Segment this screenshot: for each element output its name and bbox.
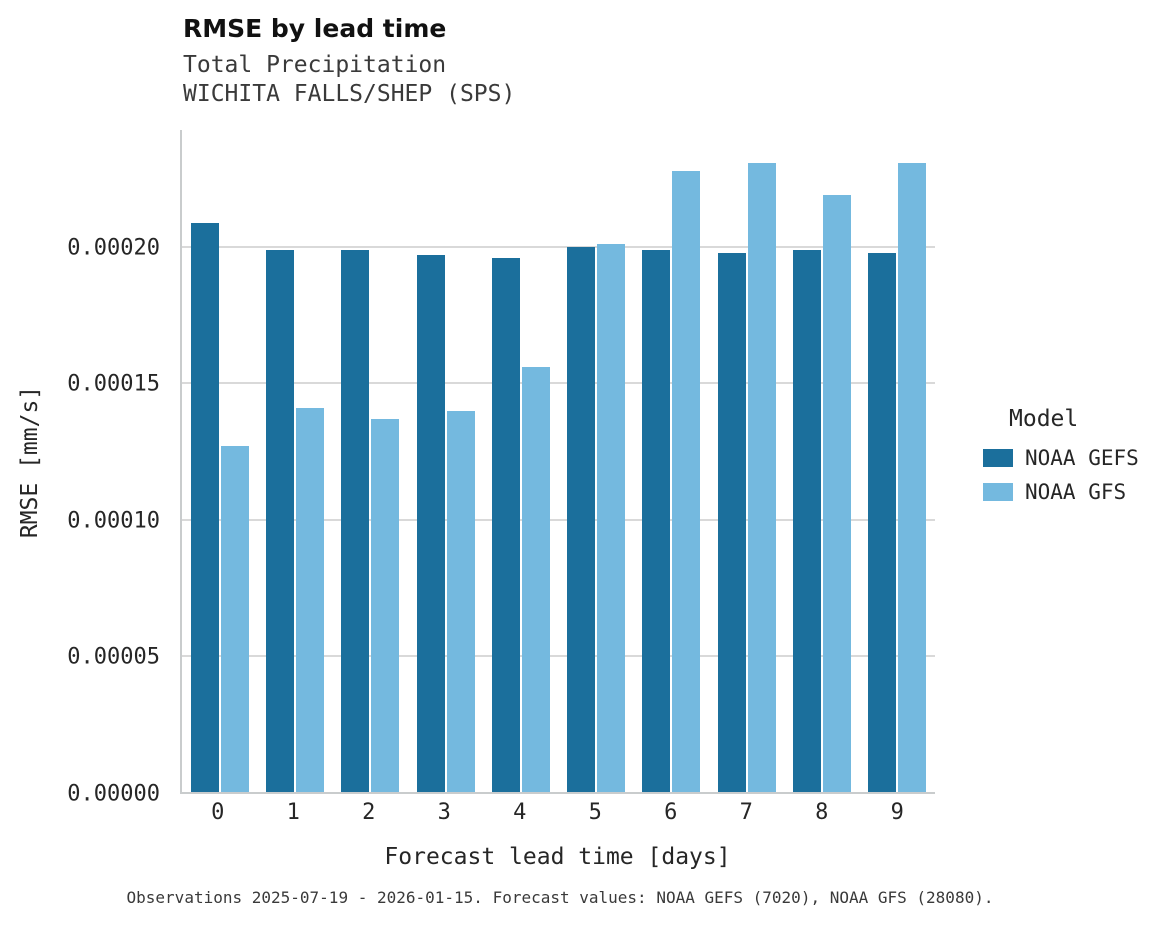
gridline: [182, 246, 935, 249]
bar-noaa-gefs-day-8: [793, 249, 822, 792]
bar-noaa-gefs-day-6: [642, 249, 671, 792]
x-tick-label: 2: [362, 800, 376, 825]
legend-label-noaa-gfs: NOAA GFS: [1025, 480, 1127, 504]
x-tick-label: 7: [739, 800, 753, 825]
bar-noaa-gfs-day-8: [823, 195, 852, 792]
legend-swatch-noaa-gefs: [983, 449, 1013, 467]
bar-group-day-5: [558, 130, 633, 792]
bar-noaa-gefs-day-2: [341, 249, 370, 792]
bar-noaa-gefs-day-1: [265, 249, 294, 792]
legend-swatch-noaa-gfs: [983, 483, 1013, 501]
chart-subtitle-variable: Total Precipitation: [183, 52, 447, 78]
gridline: [182, 382, 935, 385]
y-tick-label: 0.00005: [67, 644, 160, 670]
bar-noaa-gefs-day-7: [717, 252, 746, 792]
bar-group-day-7: [709, 130, 784, 792]
chart-header: RMSE by lead time Total Precipitation WI…: [183, 14, 515, 109]
x-tick-label: 6: [664, 800, 678, 825]
legend-entry-noaa-gefs: NOAA GEFS: [983, 446, 1139, 470]
bar-noaa-gfs-day-6: [672, 170, 701, 792]
x-tick-label: 4: [513, 800, 527, 825]
bar-noaa-gfs-day-9: [898, 162, 927, 792]
bar-noaa-gfs-day-7: [747, 162, 776, 792]
bar-noaa-gfs-day-3: [446, 410, 475, 792]
y-axis-ticks: 0.00000 0.00005 0.00010 0.00015 0.00020: [0, 130, 168, 807]
bar-group-day-4: [483, 130, 558, 792]
bar-group-day-0: [182, 130, 257, 792]
y-tick-label: 0.00015: [67, 371, 160, 397]
bar-noaa-gfs-day-4: [521, 367, 550, 792]
legend-entries: NOAA GEFS NOAA GFS: [983, 446, 1139, 504]
plot-area: [180, 130, 935, 794]
x-tick-label: 9: [890, 800, 904, 825]
bar-group-day-9: [860, 130, 935, 792]
bar-group-day-1: [257, 130, 332, 792]
chart-subtitle-station: WICHITA FALLS/SHEP (SPS): [183, 81, 516, 107]
chart-title: RMSE by lead time: [183, 14, 447, 43]
bar-noaa-gfs-day-1: [295, 407, 324, 792]
bar-noaa-gfs-day-5: [597, 244, 626, 792]
gridline: [182, 518, 935, 521]
x-tick-label: 0: [211, 800, 225, 825]
bar-groups: [182, 130, 935, 792]
x-tick-label: 1: [286, 800, 300, 825]
bar-group-day-8: [784, 130, 859, 792]
bar-group-day-2: [333, 130, 408, 792]
bar-group-day-6: [634, 130, 709, 792]
y-tick-label: 0.00000: [67, 781, 160, 807]
bar-noaa-gefs-day-0: [190, 222, 219, 792]
x-axis-ticks: 0 1 2 3 4 5 6 7 8 9: [180, 800, 935, 825]
bar-group-day-3: [408, 130, 483, 792]
x-tick-label: 8: [815, 800, 829, 825]
legend: Model NOAA GEFS NOAA GFS: [983, 406, 1139, 514]
y-tick-label: 0.00020: [67, 235, 160, 260]
bar-noaa-gefs-day-9: [868, 252, 897, 792]
legend-title: Model: [1009, 406, 1079, 432]
caption: Observations 2025-07-19 - 2026-01-15. Fo…: [126, 888, 994, 907]
bar-noaa-gfs-day-0: [220, 446, 249, 792]
bar-noaa-gefs-day-5: [567, 247, 596, 792]
bar-noaa-gfs-day-2: [371, 418, 400, 792]
legend-label-noaa-gefs: NOAA GEFS: [1025, 446, 1139, 470]
x-tick-label: 5: [588, 800, 602, 825]
legend-entry-noaa-gfs: NOAA GFS: [983, 480, 1139, 504]
x-axis-label: Forecast lead time [days]: [384, 844, 731, 870]
y-tick-label: 0.00010: [67, 508, 160, 534]
bar-noaa-gefs-day-3: [416, 255, 445, 792]
gridline: [182, 654, 935, 657]
x-tick-label: 3: [437, 800, 451, 825]
bar-noaa-gefs-day-4: [491, 258, 520, 792]
